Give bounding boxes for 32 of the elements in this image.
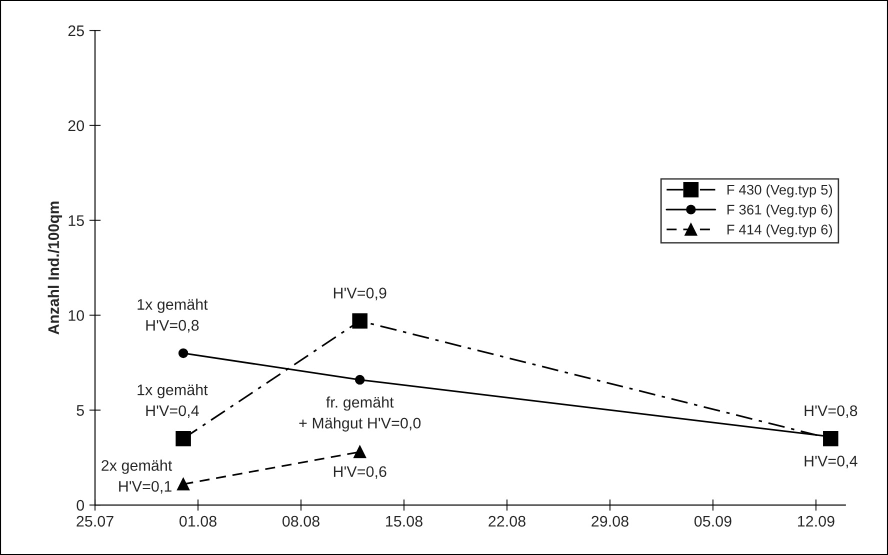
y-tick-label: 10 — [68, 310, 84, 321]
x-tick-label: 12.09 — [798, 516, 834, 527]
x-tick-label: 22.08 — [488, 516, 526, 527]
legend-label: F 430 (Veg.typ 5) — [727, 184, 832, 198]
annotation: H'V=0,8 — [804, 405, 858, 418]
y-tick-label: 0 — [76, 500, 84, 511]
legend-label: F 414 (Veg.typ 6) — [727, 224, 832, 238]
annotation: 1x gemäht H'V=0,8 — [138, 298, 208, 333]
y-tick-label: 5 — [76, 405, 84, 416]
y-axis-title: Anzahl Ind./100qm — [48, 202, 62, 334]
point — [354, 446, 366, 458]
annotation: H'V=0,4 — [804, 456, 858, 468]
point — [352, 313, 368, 329]
annotation: H'V=0,6 — [334, 466, 386, 479]
x-tick-label: 29.08 — [592, 516, 628, 527]
x-tick-label: 05.09 — [694, 516, 732, 527]
legend-label: F 361 (Veg.typ 6) — [727, 204, 832, 218]
point — [176, 430, 191, 446]
x-tick-label: 01.08 — [179, 516, 216, 527]
y-tick-label: 25 — [68, 25, 84, 36]
annotation: H'V=0,9 — [334, 288, 386, 300]
x-tick-label: 08.08 — [282, 516, 320, 527]
point — [354, 374, 365, 385]
point — [178, 348, 188, 358]
x-tick-label: 25.07 — [76, 516, 114, 527]
y-tick-label: 20 — [68, 120, 84, 132]
y-tick-label: 15 — [68, 215, 84, 226]
annotation: fr. gemäht + Mähgut H'V=0,0 — [299, 396, 421, 432]
annotation: 2x gemäht H'V=0,1 — [102, 460, 172, 494]
annotation: 1x gemäht H'V=0,4 — [138, 384, 208, 418]
x-tick-label: 15.08 — [386, 516, 422, 527]
point — [177, 478, 190, 490]
